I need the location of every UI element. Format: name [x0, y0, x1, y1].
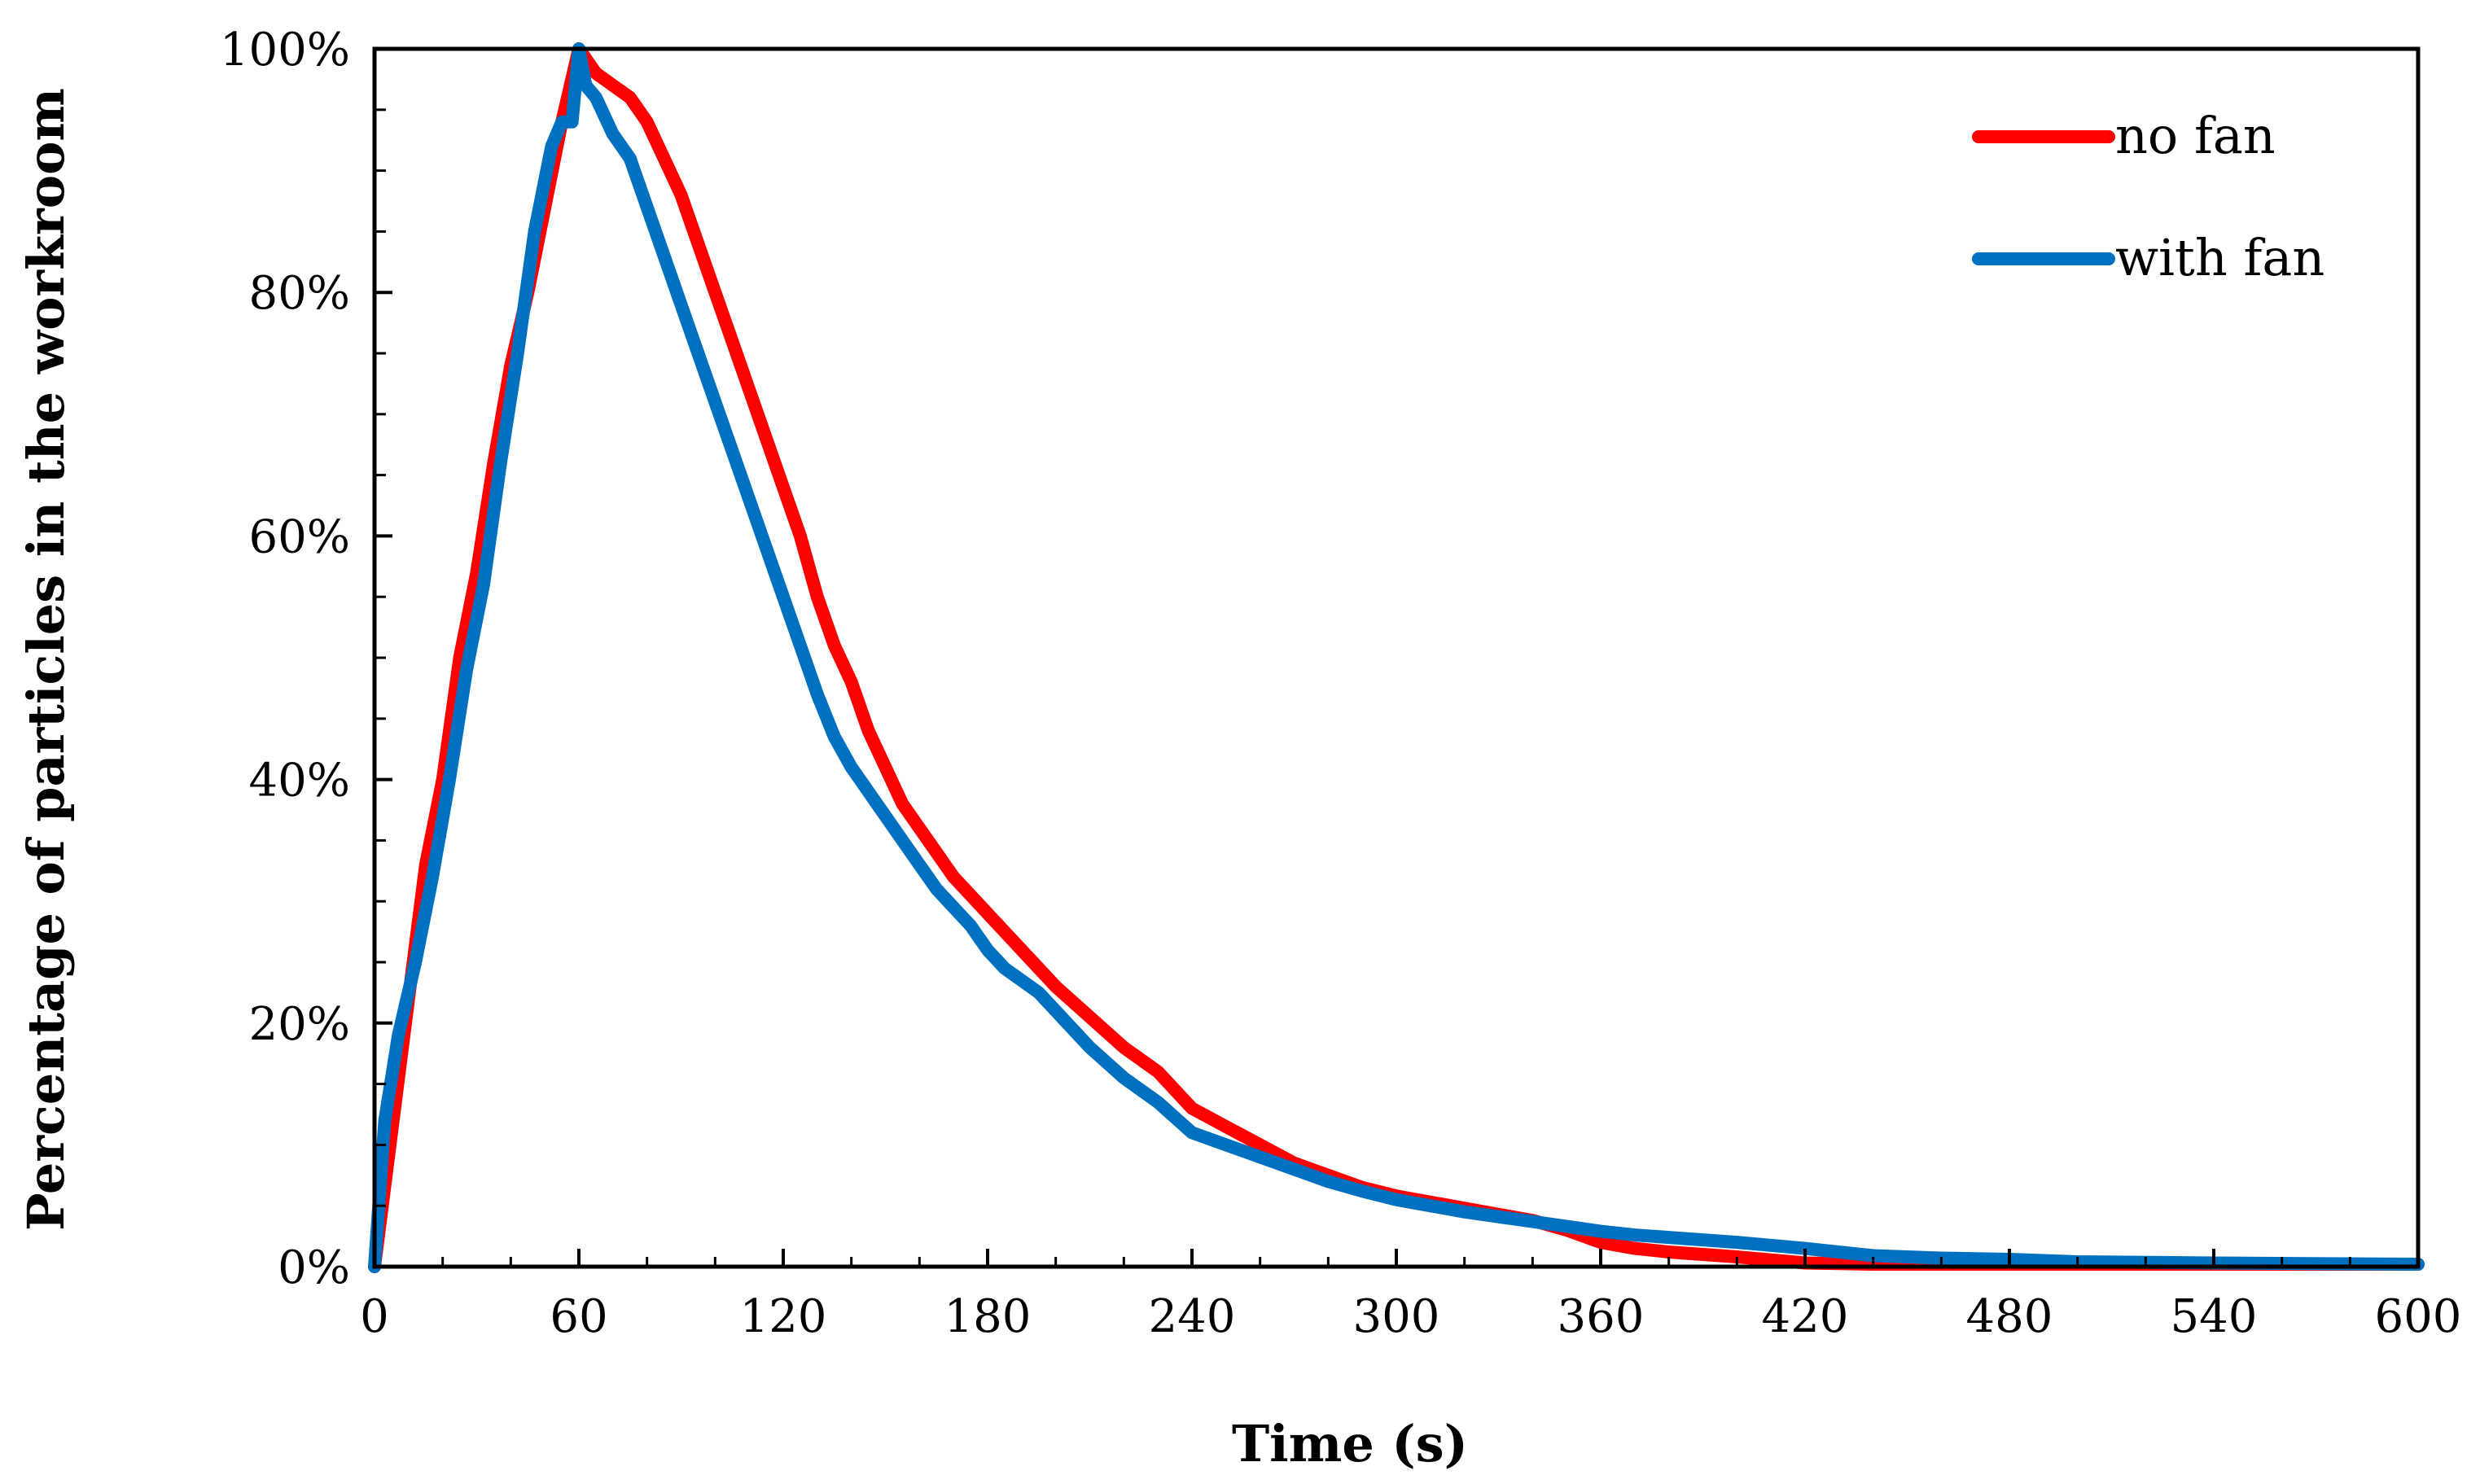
y-minor-ticks [375, 108, 386, 1207]
x-tick-label: 0 [360, 1290, 389, 1343]
y-ticks: 0% 20% 40% 60% 80% 100% [220, 24, 392, 1294]
x-tick-label: 420 [1762, 1290, 1849, 1343]
legend-label: with fan [2115, 228, 2324, 287]
y-tick-label: 0% [278, 1241, 350, 1294]
series-group [368, 42, 2425, 1273]
x-tick-label: 240 [1149, 1290, 1236, 1343]
x-tick-label: 540 [2171, 1290, 2258, 1343]
x-tick-label: 360 [1558, 1290, 1645, 1343]
series-line-with-fan [368, 42, 2425, 1273]
y-axis-title: Percentage of particles in the workroom [16, 88, 76, 1231]
y-tick-label: 40% [249, 755, 350, 808]
legend-label: no fan [2115, 106, 2276, 165]
x-tick-label: 600 [2375, 1290, 2462, 1343]
x-tick-label: 180 [944, 1290, 1032, 1343]
x-minor-ticks [441, 1257, 2351, 1267]
legend: no fan with fan [1972, 106, 2324, 287]
x-tick-label: 60 [550, 1290, 607, 1343]
y-tick-label: 80% [249, 267, 350, 320]
x-ticks: 0 60 120 180 240 300 360 420 480 540 600 [360, 1249, 2461, 1343]
y-tick-label: 20% [249, 998, 350, 1051]
x-tick-label: 120 [740, 1290, 827, 1343]
x-tick-label: 300 [1353, 1290, 1440, 1343]
x-tick-label: 480 [1966, 1290, 2053, 1343]
x-axis-title: Time (s) [1232, 1414, 1468, 1473]
y-tick-label: 60% [249, 510, 350, 563]
y-tick-label: 100% [220, 24, 350, 77]
